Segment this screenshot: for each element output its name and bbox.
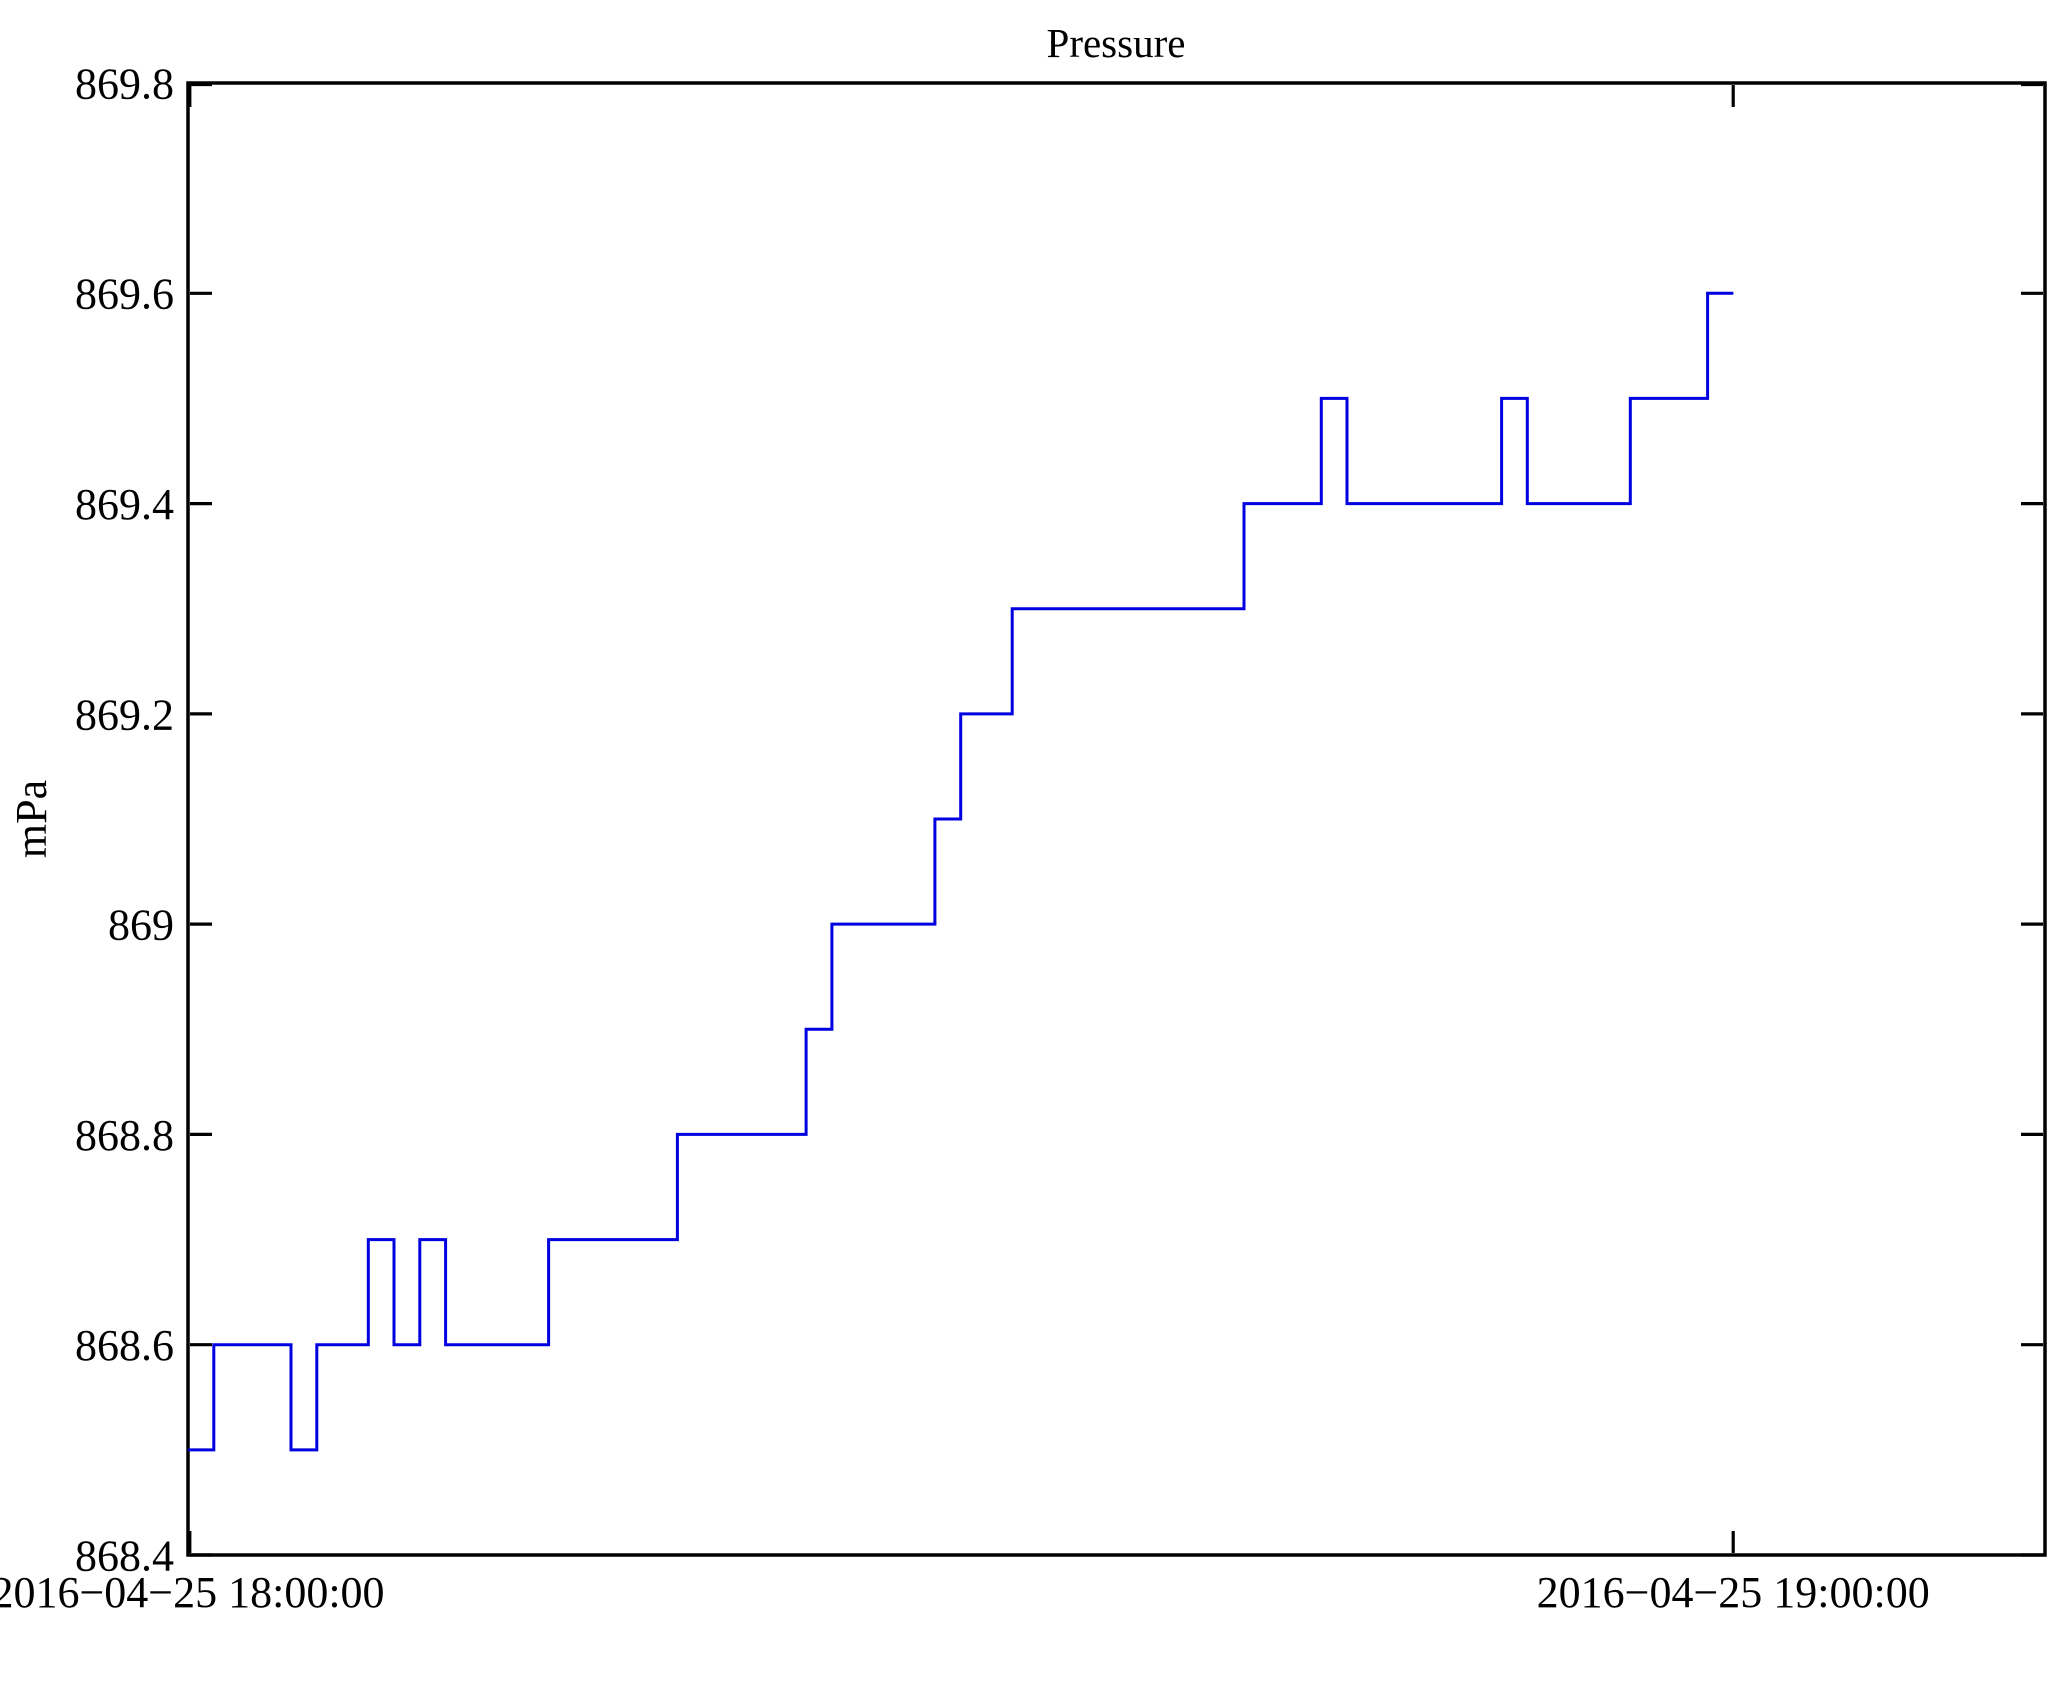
x-tick-label-end: 2016−04−25 19:00:00 (1537, 1568, 1930, 1617)
y-tick-label: 869.4 (75, 480, 174, 529)
y-tick-label: 869.6 (75, 270, 174, 319)
y-tick-label: 869.8 (75, 59, 174, 108)
x-ticks-top (188, 85, 1735, 107)
y-tick-label: 868.8 (75, 1111, 174, 1160)
plot-area-border (186, 81, 2047, 1557)
x-ticks-bottom (188, 1531, 1735, 1553)
y-ticks-left (190, 82, 212, 1557)
y-axis-label: mPa (7, 780, 56, 858)
y-tick-label: 869 (108, 901, 174, 950)
y-tick-label: 868.6 (75, 1321, 174, 1370)
y-ticks-right (2021, 82, 2043, 1557)
pressure-series-line (188, 291, 1734, 1452)
y-tick-label: 869.2 (75, 690, 174, 739)
x-tick-label-start: 2016−04−25 18:00:00 (0, 1568, 385, 1617)
y-tick-label: 868.4 (75, 1531, 174, 1580)
chart-title: Pressure (1047, 20, 1186, 66)
